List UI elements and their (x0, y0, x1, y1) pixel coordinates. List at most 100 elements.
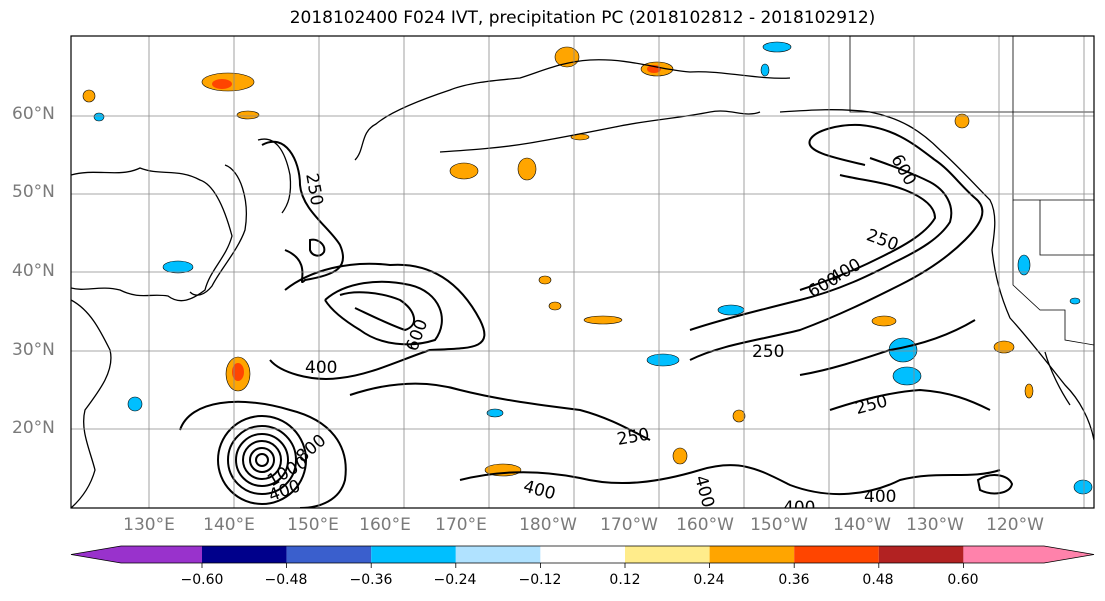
precip-patch (1024, 383, 1034, 399)
ivt-contour-typhoon-ring-2 (227, 425, 297, 495)
precip-patch (954, 113, 970, 129)
ivt-contour-400-typhoon (179, 400, 347, 508)
lat-label-30n: 30°N (12, 340, 55, 360)
lat-label-60n: 60°N (12, 104, 55, 124)
precip-patch-negative (646, 353, 680, 367)
precip-patch-core (232, 363, 244, 381)
political-boundaries (849, 36, 1094, 346)
japan-coastline (189, 164, 247, 296)
colorbar-tick-label: −0.24 (433, 572, 477, 588)
colorbar (70, 545, 1095, 568)
ivt-contour-small (976, 474, 1014, 495)
ivt-contour-250-ar (689, 123, 984, 361)
lon-label-130e: 130°E (123, 515, 175, 535)
lon-label-180: 180°W (519, 515, 577, 535)
contour-label: 400 (864, 487, 896, 507)
ivt-contour-typhoon-ring-4 (242, 440, 282, 480)
colorbar-bin (455, 546, 541, 563)
ivt-contour-250-ar-south (799, 319, 976, 376)
colorbar-tick-label: −0.48 (264, 572, 308, 588)
baja-california-coastline (1044, 351, 1071, 406)
precip-patch-negative (762, 41, 792, 53)
precip-patch-negative (127, 396, 143, 412)
colorbar-bin (625, 546, 710, 563)
contour-label: 400 (305, 358, 337, 378)
precip-patch (548, 301, 562, 311)
lon-label-120w: 120°W (986, 515, 1044, 535)
asia-coastline (71, 167, 233, 302)
colorbar-extend-high (963, 546, 1094, 563)
colorbar-bin (540, 546, 625, 563)
lon-label-170e: 170°E (435, 515, 487, 535)
ivt-contour-600-ar (799, 174, 937, 291)
precip-patch (449, 162, 479, 180)
colorbar-tick-label: −0.60 (180, 572, 224, 588)
ivt-contour-400-ar (689, 157, 953, 331)
colorbar-tick-label: 0.48 (862, 572, 894, 588)
ivt-contour-small (309, 238, 326, 257)
lat-label-20n: 20°N (12, 418, 55, 438)
colorbar-bin (878, 546, 964, 563)
lon-label-160w: 160°W (676, 515, 734, 535)
precip-patch (538, 275, 552, 285)
precip-patch-negative (162, 260, 194, 274)
lat-label-40n: 40°N (12, 261, 55, 281)
ivt-contours (179, 123, 1014, 508)
ivt-contour-250-east (829, 388, 991, 411)
precip-patch-negative (1073, 479, 1093, 495)
us-state-border-north (1039, 200, 1094, 256)
precip-patch (554, 46, 580, 68)
lon-label-140w: 140°W (833, 515, 891, 535)
ivt-contour-250-south (349, 382, 651, 441)
precip-patch (871, 315, 897, 327)
precip-patch (583, 315, 623, 325)
ivt-contour-typhoon-ring-1 (217, 415, 307, 505)
lat-label-50n: 50°N (12, 182, 55, 202)
colorbar-extend-low (71, 546, 202, 563)
lon-label-160e: 160°E (359, 515, 411, 535)
ivt-contour-800-west (339, 291, 415, 332)
colorbar-tick-label: 0.24 (693, 572, 725, 588)
ivt-contour-typhoon-ring-6 (255, 453, 269, 467)
ivt-contour-600-west (324, 280, 443, 346)
map-frame (70, 35, 1095, 509)
contour-label: 250 (752, 342, 784, 362)
precip-patch (732, 409, 746, 423)
sakhalin-coastline (257, 138, 292, 214)
colorbar-bin (202, 546, 287, 563)
colorbar-bin (709, 546, 795, 563)
colorbar-bin (794, 546, 879, 563)
colorbar-bin (371, 546, 456, 563)
precip-patch (672, 447, 688, 465)
precip-patch-negative (1017, 254, 1031, 276)
precip-patch-negative (760, 63, 770, 77)
siberia-alaska-coastline (354, 59, 791, 161)
east-china-coastline (71, 299, 112, 508)
precip-patch-negative (717, 304, 745, 316)
contour-label: 400 (783, 498, 815, 518)
precip-patch-negative (486, 408, 504, 418)
colorbar-tick-label: 0.60 (947, 572, 979, 588)
colorbar-tick-label: −0.12 (518, 572, 562, 588)
colorbar-tick-label: −0.36 (349, 572, 393, 588)
precip-patch (236, 110, 260, 120)
ivt-contour-400-west (269, 262, 486, 380)
precip-patch-negative (1069, 297, 1081, 305)
lon-label-170w: 170°W (600, 515, 658, 535)
us-state-border (1012, 200, 1094, 346)
lon-label-150w: 150°W (750, 515, 808, 535)
precip-patch (517, 157, 537, 181)
ivt-contour-typhoon-ring-3 (235, 433, 289, 487)
precip-patch (82, 89, 96, 103)
colorbar-outline (70, 545, 1095, 564)
graticule (71, 36, 1094, 508)
ivt-contour-400-southeast (459, 464, 1001, 495)
aleutian-chain (439, 110, 761, 153)
ivt-contour-typhoon-ring-5 (249, 447, 275, 473)
precip-patch-negative (93, 112, 105, 122)
lon-label-130w: 130°W (906, 515, 964, 535)
precip-patch-negative (892, 366, 922, 386)
alaska-border (849, 36, 920, 113)
precip-patch-core (212, 79, 232, 89)
